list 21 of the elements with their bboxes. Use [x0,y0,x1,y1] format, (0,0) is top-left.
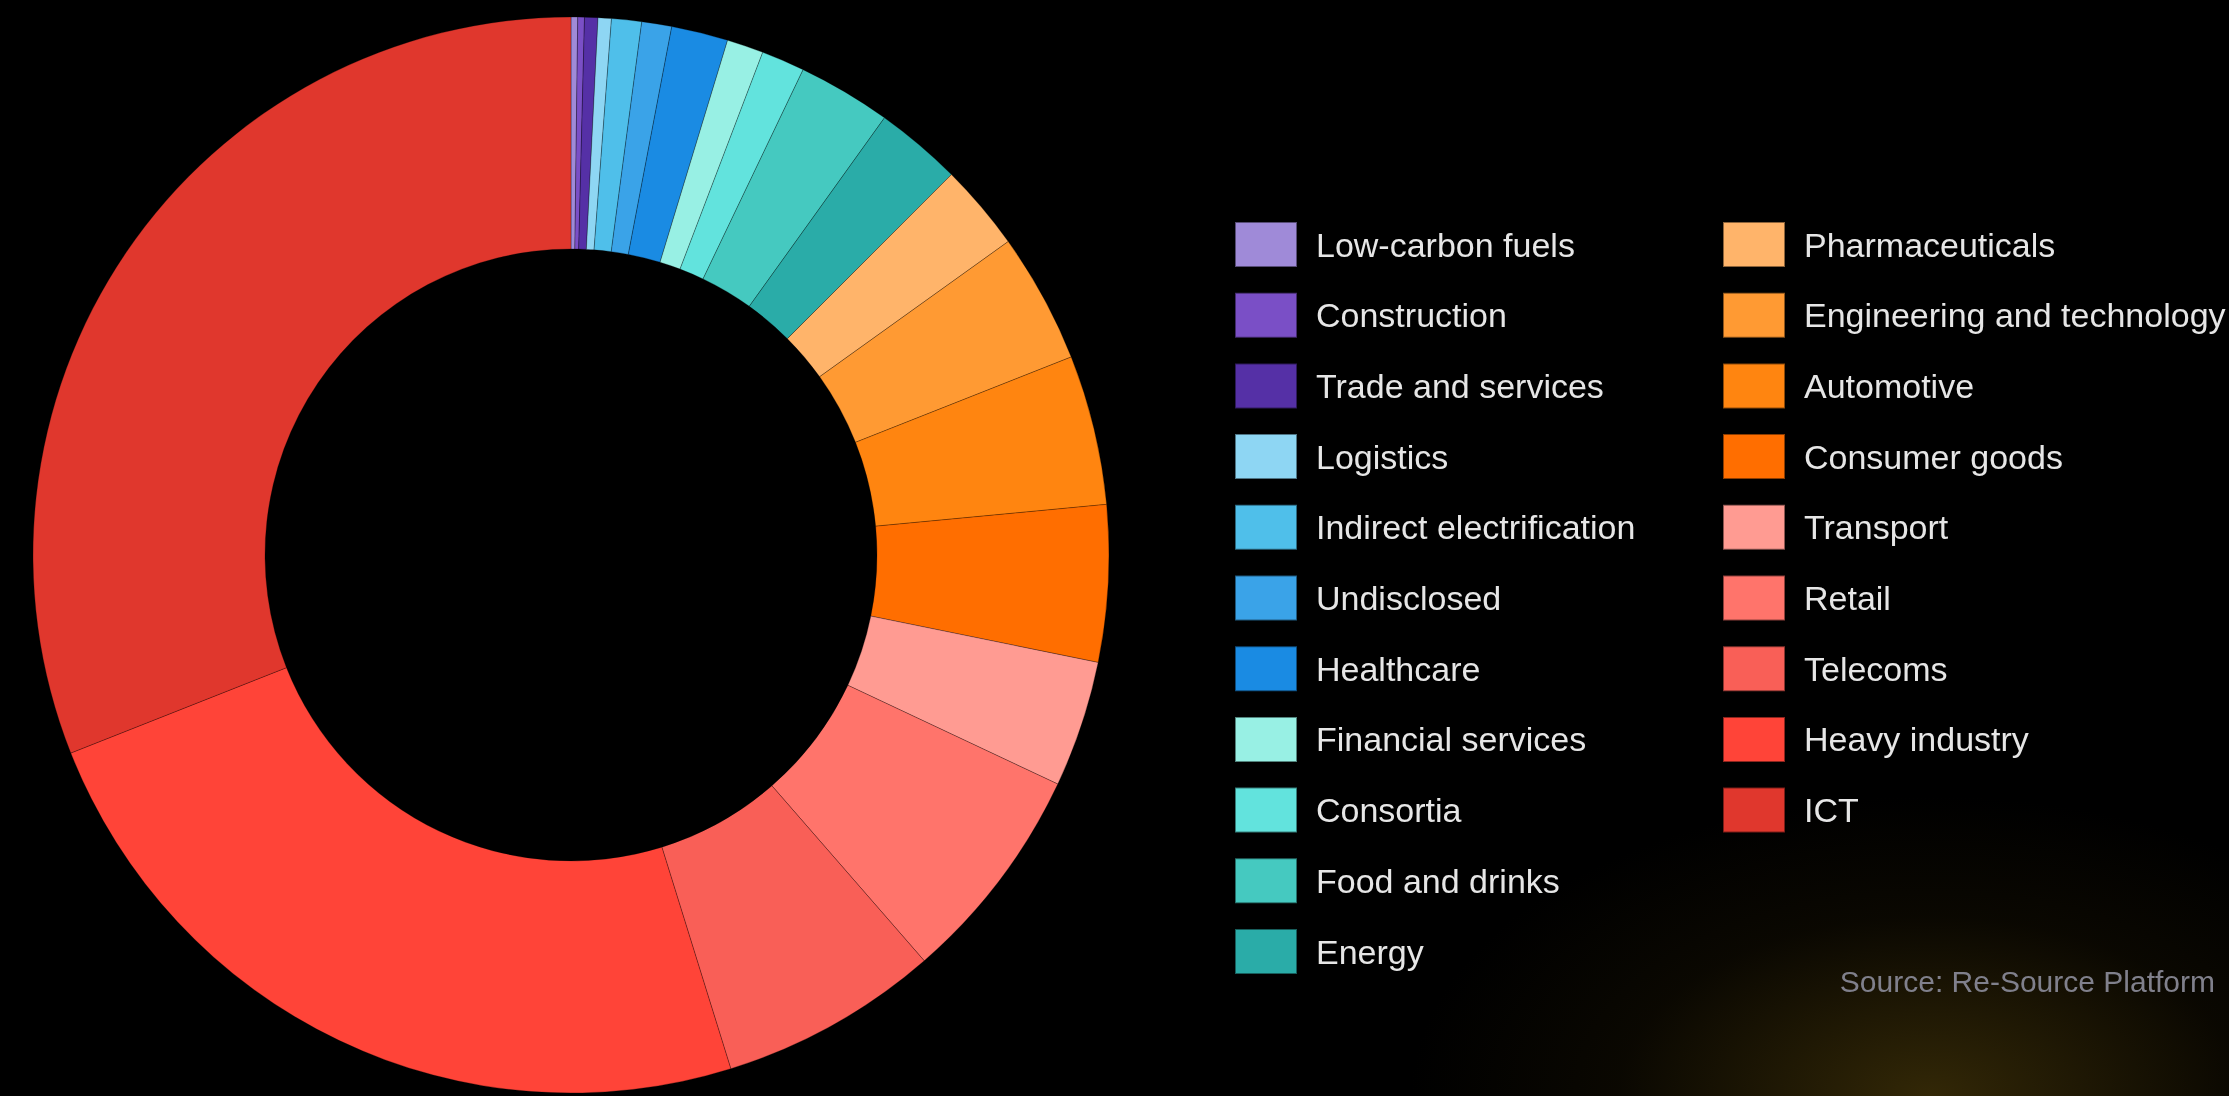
legend-label: Healthcare [1316,649,1481,688]
legend-label: Transport [1804,508,1949,547]
legend-label: Logistics [1316,437,1449,476]
legend-label: Consumer goods [1804,437,2063,476]
legend-label: Retail [1804,579,1891,617]
legend-label: Automotive [1804,366,1975,405]
legend-label: Construction [1316,296,1507,335]
legend-label: ICT [1804,791,1859,830]
source-note: Source: Re-Source Platform [1839,964,2216,998]
legend-label: Engineering and technology [1804,296,2226,335]
legend-label: Heavy industry [1804,720,2029,759]
legend-label: Indirect electrification [1316,508,1636,547]
legend-label: Undisclosed [1316,579,1502,617]
legend-label: Telecoms [1804,649,1948,688]
legend-label: Energy [1316,932,1424,971]
legend-label: Consortia [1316,791,1462,830]
legend-label: Pharmaceuticals [1804,225,2056,264]
legend-label: Food and drinks [1316,861,1560,900]
legend-label: Financial services [1316,720,1587,759]
legend-label: Trade and services [1316,366,1604,405]
legend-label: Low-carbon fuels [1316,225,1575,264]
